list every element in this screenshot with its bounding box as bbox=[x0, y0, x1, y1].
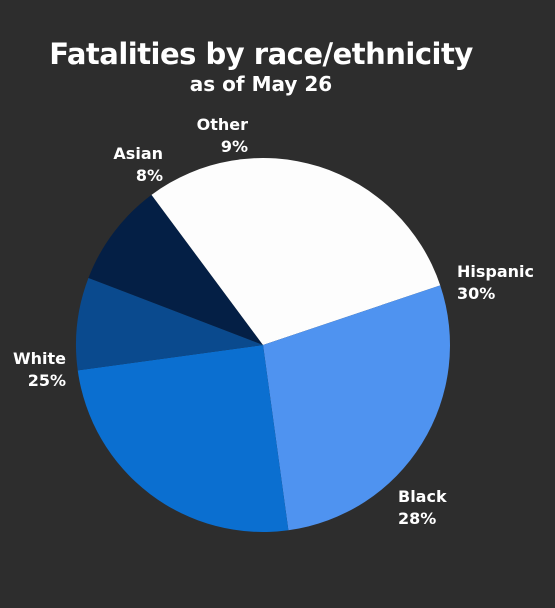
slice-value-black: 28% bbox=[398, 509, 436, 528]
slice-value-other: 9% bbox=[221, 137, 248, 156]
pie-slice-other bbox=[88, 194, 263, 345]
chart-title: Fatalities by race/ethnicity bbox=[49, 37, 473, 71]
slice-label-other: Other bbox=[197, 115, 248, 134]
slice-value-white: 25% bbox=[28, 371, 66, 390]
pie-slice-hispanic bbox=[151, 158, 441, 345]
pie-slices bbox=[76, 158, 450, 533]
pie-slice-black bbox=[263, 285, 450, 531]
slice-label-hispanic: Hispanic bbox=[457, 262, 534, 281]
slice-label-white: White bbox=[13, 349, 66, 368]
slice-label-black: Black bbox=[398, 487, 447, 506]
slice-value-hispanic: 30% bbox=[457, 284, 495, 303]
pie-slice-white bbox=[77, 345, 289, 533]
pie-slice-asian bbox=[76, 277, 264, 371]
chart-subtitle: as of May 26 bbox=[190, 72, 332, 96]
slice-label-asian: Asian bbox=[113, 144, 163, 163]
slice-value-asian: 8% bbox=[136, 166, 163, 185]
slice-labels: Hispanic 30% Black 28% White 25% Asian 8% Other 9… bbox=[13, 115, 534, 528]
